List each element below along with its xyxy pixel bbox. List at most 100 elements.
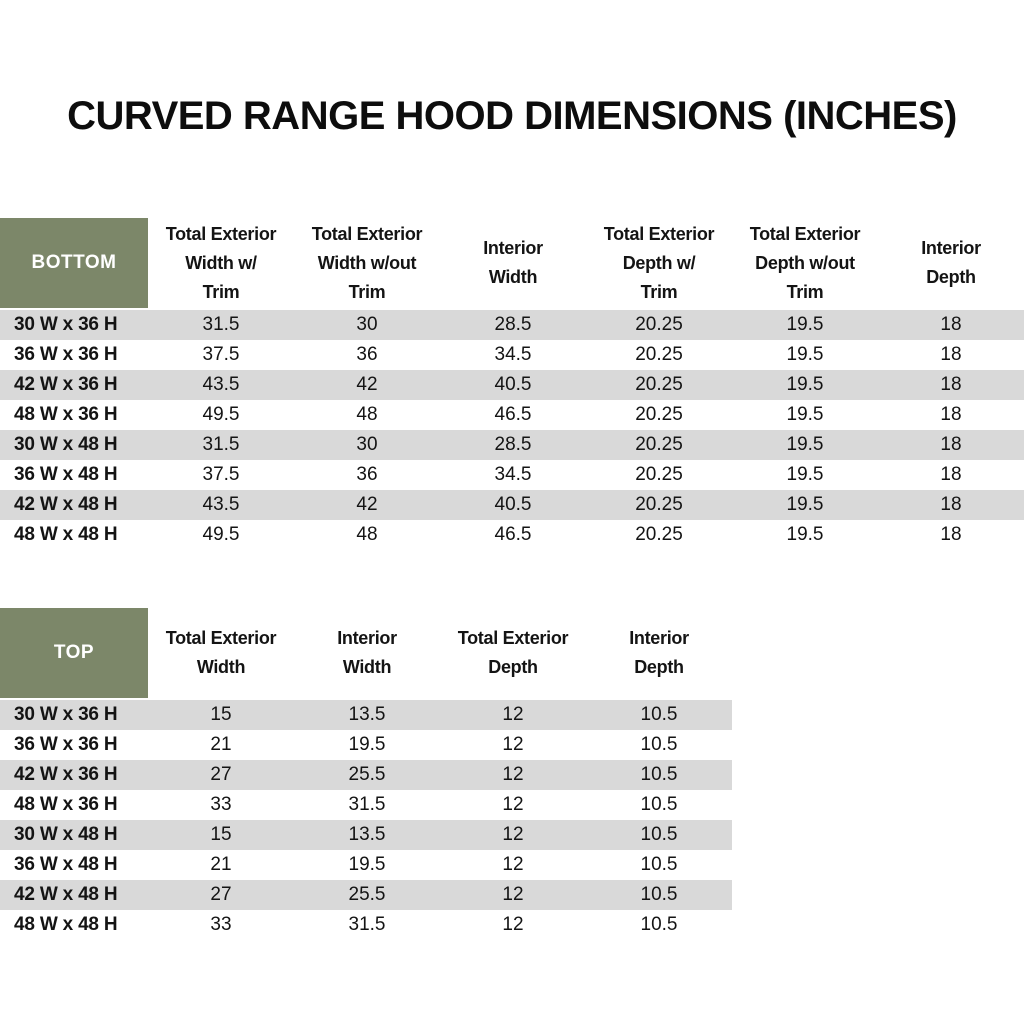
- dimension-value: 20.25: [635, 494, 683, 515]
- dimension-value: 10.5: [640, 884, 678, 905]
- column-header-total-exterior-width-w-trim: Total Exterior Width w/ Trim: [165, 223, 277, 302]
- dimension-value: 10.5: [640, 764, 678, 785]
- dimension-value: 10.5: [640, 854, 678, 875]
- dimension-value: 42: [356, 494, 378, 515]
- dimension-value: 43.5: [202, 494, 240, 515]
- dimension-value: 19.5: [786, 464, 824, 485]
- row-size-label: 48 W x 48 H: [14, 914, 118, 935]
- page-title: CURVED RANGE HOOD DIMENSIONS (INCHES): [67, 94, 957, 138]
- dimension-value: 20.25: [635, 404, 683, 425]
- dimension-value: 20.25: [635, 464, 683, 485]
- dimension-value: 13.5: [348, 704, 386, 725]
- dimension-value: 25.5: [348, 884, 386, 905]
- dimension-value: 18: [940, 434, 962, 455]
- dimension-value: 37.5: [202, 344, 240, 365]
- table-row: 42 W x 36 H 27 25.5 12 10.5: [0, 760, 732, 790]
- dimension-value: 30: [356, 314, 378, 335]
- dimension-value: 10.5: [640, 824, 678, 845]
- dimension-value: 12: [502, 764, 524, 785]
- dimension-value: 49.5: [202, 524, 240, 545]
- dimension-value: 31.5: [348, 794, 386, 815]
- table-row: 42 W x 48 H 43.5 42 40.5 20.25 19.5 18: [0, 490, 1024, 520]
- dimension-value: 19.5: [786, 344, 824, 365]
- dimension-value: 31.5: [202, 434, 240, 455]
- dimension-value: 10.5: [640, 704, 678, 725]
- dimension-value: 12: [502, 824, 524, 845]
- dimension-value: 20.25: [635, 344, 683, 365]
- table-row: 48 W x 36 H 33 31.5 12 10.5: [0, 790, 732, 820]
- dimension-value: 30: [356, 434, 378, 455]
- row-size-label: 48 W x 36 H: [14, 794, 118, 815]
- dimension-value: 31.5: [348, 914, 386, 935]
- dimension-value: 18: [940, 314, 962, 335]
- table-row: 48 W x 36 H 49.5 48 46.5 20.25 19.5 18: [0, 400, 1024, 430]
- column-header-total-exterior-depth: Total Exterior Depth: [457, 628, 569, 677]
- table-row: 36 W x 48 H 21 19.5 12 10.5: [0, 850, 732, 880]
- dimension-value: 20.25: [635, 374, 683, 395]
- dimension-value: 49.5: [202, 404, 240, 425]
- dimension-value: 33: [210, 794, 232, 815]
- dimension-value: 28.5: [494, 434, 532, 455]
- column-header-interior-depth: Interior Depth: [629, 628, 689, 677]
- dimension-value: 27: [210, 884, 232, 905]
- dimension-value: 21: [210, 854, 232, 875]
- row-size-label: 48 W x 36 H: [14, 404, 118, 425]
- row-size-label: 36 W x 48 H: [14, 854, 118, 875]
- column-header-total-exterior-width: Total Exterior Width: [165, 628, 277, 677]
- dimension-value: 21: [210, 734, 232, 755]
- bottom-table-corner-label: BOTTOM: [0, 218, 148, 308]
- dimension-value: 18: [940, 464, 962, 485]
- dimension-value: 20.25: [635, 314, 683, 335]
- row-size-label: 48 W x 48 H: [14, 524, 118, 545]
- dimension-value: 10.5: [640, 794, 678, 815]
- dimension-value: 40.5: [494, 494, 532, 515]
- dimension-value: 40.5: [494, 374, 532, 395]
- dimension-value: 19.5: [786, 314, 824, 335]
- dimension-value: 19.5: [786, 524, 824, 545]
- column-header-interior-depth: Interior Depth: [921, 238, 981, 287]
- dimension-value: 28.5: [494, 314, 532, 335]
- dimension-value: 18: [940, 494, 962, 515]
- dimension-value: 18: [940, 404, 962, 425]
- dimension-value: 48: [356, 524, 378, 545]
- row-size-label: 36 W x 48 H: [14, 464, 118, 485]
- dimension-value: 34.5: [494, 464, 532, 485]
- bottom-dimensions-table: BOTTOM Total Exterior Width w/ Trim Tota…: [0, 218, 1024, 550]
- dimension-value: 33: [210, 914, 232, 935]
- column-header-interior-width: Interior Width: [483, 238, 543, 287]
- table-row: 42 W x 48 H 27 25.5 12 10.5: [0, 880, 732, 910]
- table-row: 30 W x 48 H 15 13.5 12 10.5: [0, 820, 732, 850]
- top-table-body: 30 W x 36 H 15 13.5 12 10.5 36 W x 36 H 21 19.5…: [0, 700, 732, 940]
- dimension-value: 36: [356, 344, 378, 365]
- row-size-label: 42 W x 36 H: [14, 764, 118, 785]
- column-header-interior-width: Interior Width: [337, 628, 397, 677]
- table-row: 30 W x 36 H 15 13.5 12 10.5: [0, 700, 732, 730]
- dimension-value: 15: [210, 704, 232, 725]
- table-row: 36 W x 36 H 37.5 36 34.5 20.25 19.5 18: [0, 340, 1024, 370]
- dimension-value: 12: [502, 914, 524, 935]
- dimension-value: 12: [502, 854, 524, 875]
- dimension-value: 19.5: [786, 434, 824, 455]
- top-dimensions-table: TOP Total Exterior Width Interior Width …: [0, 608, 732, 940]
- dimension-value: 46.5: [494, 404, 532, 425]
- row-size-label: 30 W x 36 H: [14, 704, 118, 725]
- row-size-label: 42 W x 36 H: [14, 374, 118, 395]
- dimension-value: 20.25: [635, 524, 683, 545]
- dimension-value: 43.5: [202, 374, 240, 395]
- dimension-value: 37.5: [202, 464, 240, 485]
- bottom-table-header-row: BOTTOM Total Exterior Width w/ Trim Tota…: [0, 218, 1024, 308]
- dimension-value: 48: [356, 404, 378, 425]
- row-size-label: 30 W x 48 H: [14, 824, 118, 845]
- dimension-value: 27: [210, 764, 232, 785]
- dimension-value: 19.5: [348, 854, 386, 875]
- column-header-total-exterior-width-wout-trim: Total Exterior Width w/out Trim: [311, 223, 423, 302]
- dimension-value: 12: [502, 884, 524, 905]
- row-size-label: 42 W x 48 H: [14, 884, 118, 905]
- dimension-value: 18: [940, 524, 962, 545]
- dimension-value: 42: [356, 374, 378, 395]
- table-row: 30 W x 48 H 31.5 30 28.5 20.25 19.5 18: [0, 430, 1024, 460]
- dimension-value: 19.5: [786, 374, 824, 395]
- dimension-value: 10.5: [640, 734, 678, 755]
- dimension-value: 36: [356, 464, 378, 485]
